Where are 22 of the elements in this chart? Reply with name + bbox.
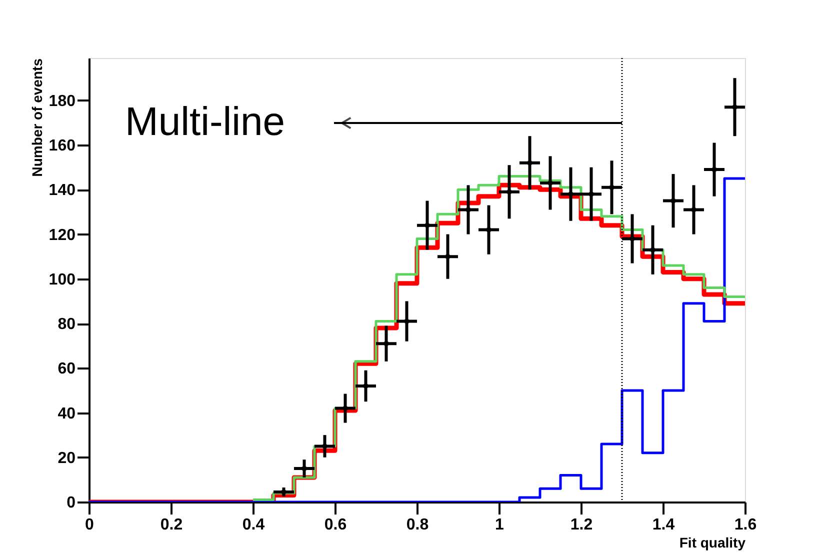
y-tick-label: 120: [48, 226, 76, 244]
x-tick-label: 0.2: [160, 516, 183, 534]
y-tick-label: 140: [48, 182, 76, 200]
x-tick-label: 1.2: [570, 516, 593, 534]
y-tick-label: 20: [58, 450, 76, 467]
y-tick-label: 160: [48, 138, 76, 155]
x-tick-label: 1.6: [734, 516, 757, 534]
y-tick-label: 180: [48, 92, 76, 110]
x-tick-label: 0.4: [242, 516, 265, 534]
y-tick-label: 60: [58, 360, 76, 378]
y-tick-label: 0: [66, 494, 76, 512]
x-tick-label: 0.6: [324, 516, 347, 534]
x-tick-label: 1.4: [652, 516, 675, 534]
x-axis-title: Fit quality: [679, 534, 746, 550]
x-tick-label: 0: [85, 516, 94, 534]
x-tick-label: 0.8: [406, 516, 429, 534]
y-tick-label: 40: [58, 405, 76, 422]
y-tick-label: 80: [58, 316, 76, 334]
y-tick-label: 100: [48, 271, 76, 288]
y-axis-title: Number of events: [28, 58, 45, 177]
annotation: Multi-line: [125, 100, 286, 144]
x-tick-label: 1: [495, 516, 504, 534]
